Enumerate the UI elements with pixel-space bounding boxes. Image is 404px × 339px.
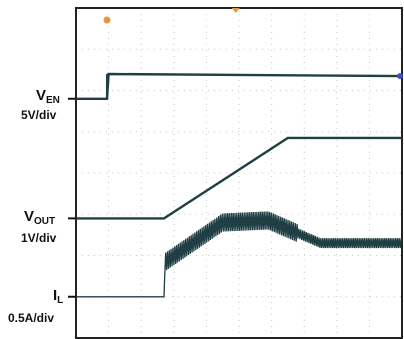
vout-subscript: OUT xyxy=(34,216,55,227)
scope-grid xyxy=(76,8,402,338)
il-subscript: L xyxy=(57,295,63,306)
ven-label: VEN 5V/div xyxy=(21,87,60,122)
trigger-position-icon xyxy=(231,8,240,13)
ven-name: V xyxy=(36,87,46,104)
trigger-marker-icon xyxy=(103,16,111,24)
vout-label: VOUT 1V/div xyxy=(21,208,57,245)
il-scale: 0.5A/div xyxy=(8,311,54,325)
il-name: I xyxy=(53,287,57,304)
svg-text:VEN: VEN xyxy=(36,87,60,106)
il-label: IL 0.5A/div xyxy=(8,287,63,325)
svg-text:VOUT: VOUT xyxy=(24,208,55,227)
vout-trace xyxy=(76,136,402,220)
markers xyxy=(103,8,403,80)
ven-scale: 5V/div xyxy=(21,108,57,122)
traces xyxy=(68,72,403,298)
vout-name: V xyxy=(24,208,34,225)
channel-level-icon xyxy=(397,73,403,80)
vout-scale: 1V/div xyxy=(21,231,57,245)
svg-text:IL: IL xyxy=(53,287,63,306)
ven-subscript: EN xyxy=(46,95,60,106)
il-trace xyxy=(76,211,402,298)
